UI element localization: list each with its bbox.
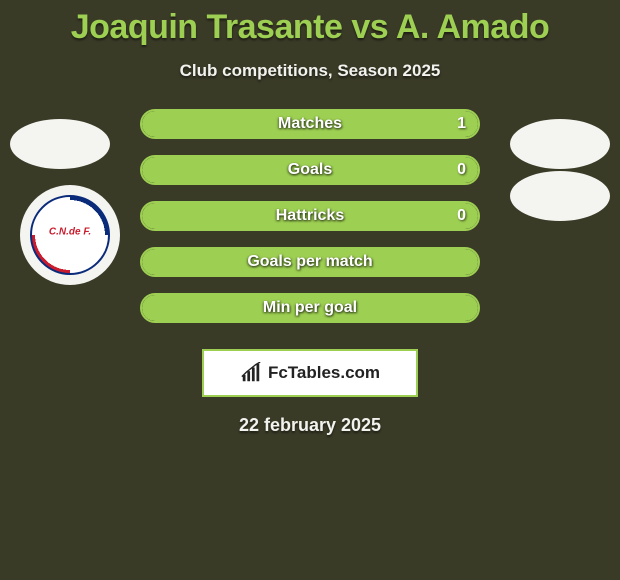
stat-label: Hattricks [142,203,478,229]
watermark-badge: FcTables.com [202,349,418,397]
snapshot-date: 22 february 2025 [0,415,620,436]
player-left-avatar [10,119,110,169]
player-left-club-badge [20,185,120,285]
stat-label: Goals [142,157,478,183]
stat-value-right: 1 [457,111,466,137]
subtitle: Club competitions, Season 2025 [0,61,620,81]
stat-row: Min per goal [140,293,480,323]
stat-value-right: 0 [457,157,466,183]
stat-bars: Matches1Goals0Hattricks0Goals per matchM… [140,109,480,339]
stat-label: Matches [142,111,478,137]
stat-row: Goals0 [140,155,480,185]
club-nacional-icon [30,195,110,275]
stat-row: Goals per match [140,247,480,277]
stat-value-right: 0 [457,203,466,229]
player-right-club-avatar [510,171,610,221]
bar-chart-icon [240,362,262,384]
stat-label: Goals per match [142,249,478,275]
comparison-stage: Matches1Goals0Hattricks0Goals per matchM… [0,109,620,339]
stat-row: Matches1 [140,109,480,139]
watermark-text: FcTables.com [268,363,380,383]
player-right-avatar [510,119,610,169]
stat-row: Hattricks0 [140,201,480,231]
stat-label: Min per goal [142,295,478,321]
page-title: Joaquin Trasante vs A. Amado [0,0,620,47]
